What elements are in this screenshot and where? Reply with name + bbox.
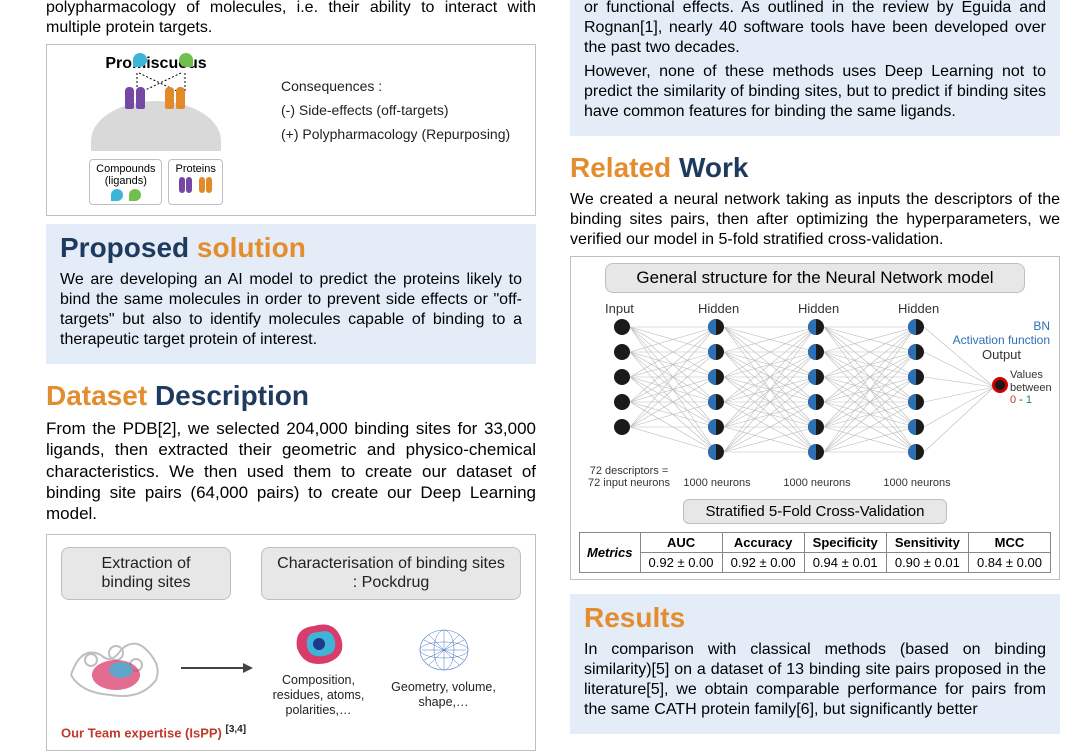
- nn-title: General structure for the Neural Network…: [605, 263, 1024, 293]
- nn-diagram-box: General structure for the Neural Network…: [570, 256, 1060, 580]
- nn-h2-count: 1000 neurons: [782, 477, 852, 489]
- nn-col-label-input: Input: [605, 301, 634, 316]
- intro-right-body2: However, none of these methods uses Deep…: [584, 62, 1046, 122]
- cv-pill: Stratified 5-Fold Cross-Validation: [683, 499, 948, 524]
- receptor-purple-icon: [125, 83, 147, 109]
- metrics-table: Metrics AUC Accuracy Specificity Sensiti…: [579, 532, 1051, 573]
- nn-output-label: Output: [982, 347, 1021, 362]
- mini-ligand-green-icon: [129, 189, 141, 201]
- nn-output-col: [992, 377, 1008, 393]
- intro-right-box: or functional effects. As outlined in th…: [570, 0, 1060, 136]
- consequences-plus: (+) Polypharmacology (Repurposing): [281, 123, 510, 147]
- nn-col-label-h1: Hidden: [698, 301, 739, 316]
- metrics-col-0: AUC: [640, 533, 722, 553]
- legend-compounds-label: Compounds (ligands): [96, 163, 155, 187]
- results-heading: Results: [584, 602, 1046, 634]
- nn-af-text: Activation function: [953, 333, 1050, 347]
- pill-extraction: Extraction of binding sites: [61, 547, 231, 599]
- proposed-solution-body: We are developing an AI model to predict…: [60, 270, 522, 350]
- dataset-diagram-box: Extraction of binding sites Characterisa…: [46, 534, 536, 751]
- metrics-col-3: Sensitivity: [886, 533, 968, 553]
- caption-geometry: Geometry, volume, shape,…: [386, 680, 501, 710]
- metrics-val-3: 0.90 ± 0.01: [886, 553, 968, 573]
- related-word-1: Related: [570, 152, 671, 183]
- related-word-2: Work: [679, 152, 749, 183]
- nn-output-node-icon: [992, 377, 1008, 393]
- results-body: In comparison with classical methods (ba…: [584, 640, 1046, 720]
- promiscuous-consequences: Consequences : (-) Side-effects (off-tar…: [281, 55, 510, 205]
- nn-hidden3-col: [908, 319, 924, 460]
- ligand-green-icon: [179, 53, 193, 67]
- nn-bn-text: BN: [1033, 319, 1050, 333]
- mini-receptor-purple-icon: [179, 177, 193, 193]
- pill-pockdrug: Characterisation of binding sites : Pock…: [261, 547, 521, 599]
- legend-compounds: Compounds (ligands): [89, 159, 162, 205]
- intro-right-body1: or functional effects. As outlined in th…: [584, 0, 1046, 58]
- metrics-col-1: Accuracy: [722, 533, 804, 553]
- team-expertise-sup: [3,4]: [226, 724, 247, 735]
- proposed-word-1: Proposed: [60, 232, 189, 263]
- protein-structure-icon: [61, 635, 171, 701]
- legend-proteins-label: Proteins: [175, 163, 215, 175]
- metrics-col-2: Specificity: [804, 533, 886, 553]
- related-heading: Related Work: [570, 152, 1060, 184]
- mini-receptor-orange-icon: [199, 177, 213, 193]
- promiscuous-diagram: Promiscuous Compounds (ligands): [61, 55, 251, 205]
- nn-col-label-h3: Hidden: [898, 301, 939, 316]
- nn-stage: Input Hidden Hidden Hidden BN Activation…: [580, 299, 1050, 489]
- nn-hidden1-col: [708, 319, 724, 460]
- arrow-right-icon: [181, 667, 251, 669]
- mini-ligand-cyan-icon: [111, 189, 123, 201]
- metrics-val-0: 0.92 ± 0.00: [640, 553, 722, 573]
- nn-col-label-h2: Hidden: [798, 301, 839, 316]
- nn-output-values: Values between 0 - 1: [1010, 369, 1052, 407]
- consequences-minus: (-) Side-effects (off-targets): [281, 99, 510, 123]
- proposed-word-2: solution: [197, 232, 306, 263]
- related-body: We created a neural network taking as in…: [570, 190, 1060, 250]
- dataset-word-2: Description: [155, 380, 309, 411]
- metrics-rowhead: Metrics: [580, 533, 641, 573]
- dataset-word-1: Dataset: [46, 380, 147, 411]
- team-expertise: Our Team expertise (IsPP) [3,4]: [61, 724, 521, 740]
- dataset-heading: Dataset Description: [46, 380, 536, 412]
- surface-blob-icon: [289, 618, 349, 668]
- ligand-cyan-icon: [133, 53, 147, 67]
- team-expertise-red: Our Team expertise (IsPP): [61, 725, 222, 740]
- metrics-col-4: MCC: [968, 533, 1050, 553]
- metrics-val-4: 0.84 ± 0.00: [968, 553, 1050, 573]
- proposed-solution-box: Proposed solution We are developing an A…: [46, 224, 536, 364]
- metrics-val-2: 0.94 ± 0.01: [804, 553, 886, 573]
- dataset-body: From the PDB[2], we selected 204,000 bin…: [46, 418, 536, 524]
- mesh-sphere-icon: [414, 625, 474, 675]
- proposed-solution-heading: Proposed solution: [60, 232, 522, 264]
- nn-input-count: 72 descriptors =72 input neurons: [584, 465, 674, 489]
- nn-hidden2-col: [808, 319, 824, 460]
- nn-bn-label: BN Activation function: [953, 319, 1050, 348]
- metrics-val-1: 0.92 ± 0.00: [722, 553, 804, 573]
- intro-partial: polypharmacology of molecules, i.e. thei…: [46, 0, 536, 38]
- legend-proteins: Proteins: [168, 159, 222, 205]
- caption-composition: Composition, residues, atoms, polarities…: [261, 673, 376, 718]
- nn-h3-count: 1000 neurons: [882, 477, 952, 489]
- consequences-label: Consequences :: [281, 75, 510, 99]
- nn-h1-count: 1000 neurons: [682, 477, 752, 489]
- nn-input-col: [614, 319, 630, 435]
- promiscuous-box: Promiscuous Compounds (ligands): [46, 44, 536, 216]
- receptor-orange-icon: [165, 83, 187, 109]
- results-box: Results In comparison with classical met…: [570, 594, 1060, 734]
